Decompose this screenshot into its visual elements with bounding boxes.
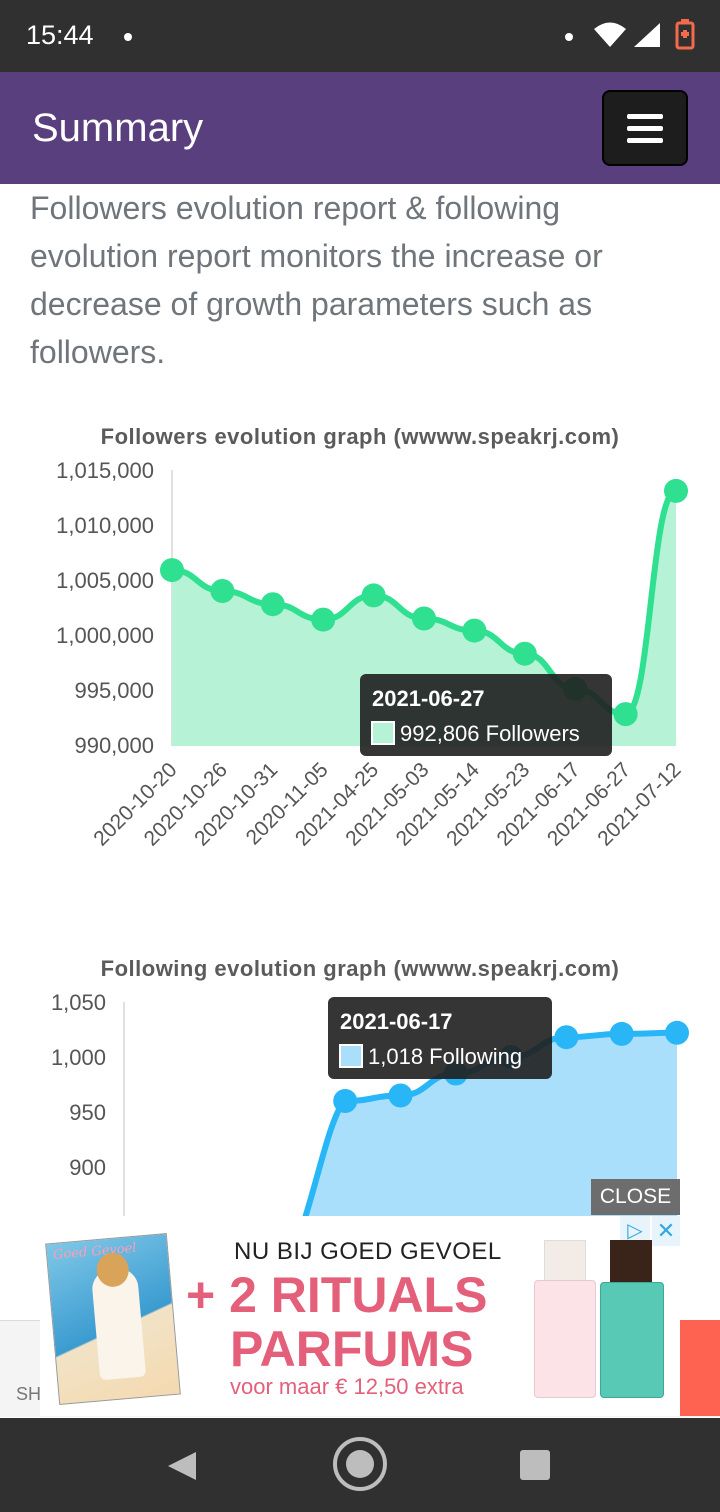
data-point: [260, 592, 285, 617]
notification-dot-icon: [124, 33, 132, 41]
following-chart-title: Following evolution graph (wwww.speakrj.…: [100, 956, 620, 981]
battery-icon: [675, 19, 695, 50]
data-point: [554, 1025, 579, 1050]
followers-chart[interactable]: 990,000 995,000 1,000,000 1,005,000 1,010,00…: [0, 455, 720, 885]
perfume-bottle-teal: [600, 1240, 664, 1400]
y-tick-label: 1,000: [51, 1045, 106, 1070]
tooltip-date: 2021-06-17: [340, 1009, 453, 1034]
series-area: [305, 1032, 677, 1218]
tooltip-date: 2021-06-27: [372, 686, 485, 711]
y-tick-label: 1,015,000: [56, 458, 154, 483]
hamburger-icon: [627, 114, 663, 119]
y-tick-label: 1,010,000: [56, 513, 154, 538]
data-point: [665, 1020, 689, 1045]
ad-footer-text: SH: [16, 1384, 42, 1404]
data-point: [512, 641, 537, 666]
intro-paragraph: Followers evolution report & following e…: [30, 190, 603, 370]
tooltip-value: 992,806 Followers: [400, 721, 580, 746]
data-point: [361, 583, 386, 608]
data-point: [388, 1083, 413, 1108]
ad-offer-line: + 2 RITUALS: [186, 1267, 488, 1323]
y-tick-label: 950: [69, 1100, 106, 1125]
hamburger-line: [627, 138, 663, 143]
data-point: [210, 579, 235, 603]
tooltip-swatch: [339, 1044, 363, 1068]
data-point: [609, 1021, 634, 1046]
ad-close-x-icon[interactable]: ✕: [652, 1216, 680, 1246]
ad-accent-block: [680, 1320, 720, 1416]
tooltip-value: 1,018 Following: [368, 1044, 522, 1069]
ad-product-line: PARFUMS: [230, 1321, 474, 1377]
app-bar: Summary: [0, 72, 720, 184]
following-chart[interactable]: 900 950 1,000 1,050 2021-06-17 1,018 Followin…: [0, 985, 720, 1218]
y-tick-label: 1,050: [51, 990, 106, 1015]
data-point: [333, 1089, 358, 1113]
y-tick-label: 990,000: [74, 733, 154, 758]
ad-banner[interactable]: Goed Gevoel ▷ ✕ NU BIJ GOED GEVOEL + 2 R…: [40, 1216, 680, 1416]
data-point: [462, 618, 487, 643]
y-tick-label: 900: [69, 1155, 106, 1180]
recents-icon[interactable]: [519, 1449, 551, 1481]
status-time: 15:44: [26, 20, 94, 50]
ad-close-button[interactable]: CLOSE: [591, 1179, 680, 1215]
data-point: [664, 478, 688, 503]
y-tick-label: 995,000: [74, 678, 154, 703]
notification-dot-icon: [565, 33, 573, 41]
signal-icon: [634, 23, 660, 47]
tooltip-box: [360, 674, 612, 756]
y-tick-label: 1,000,000: [56, 623, 154, 648]
back-icon[interactable]: [166, 1450, 198, 1482]
menu-button[interactable]: [602, 90, 688, 166]
data-point: [613, 702, 638, 727]
home-icon[interactable]: [332, 1436, 388, 1492]
tooltip-swatch: [371, 721, 395, 745]
followers-chart-title: Followers evolution graph (wwww.speakrj.…: [100, 424, 620, 449]
y-tick-label: 1,005,000: [56, 568, 154, 593]
wifi-icon: [594, 22, 626, 47]
hamburger-line: [627, 126, 663, 131]
data-point: [160, 558, 184, 583]
page-title: Summary: [32, 106, 204, 150]
data-point: [412, 606, 436, 631]
tooltip-box: [328, 997, 552, 1079]
ad-headline: NU BIJ GOED GEVOEL: [234, 1238, 502, 1265]
data-point: [311, 607, 336, 632]
ad-price-line: voor maar € 12,50 extra: [230, 1374, 464, 1399]
navigation-bar: [0, 1418, 720, 1512]
magazine-image: Goed Gevoel: [45, 1232, 181, 1406]
status-bar: 15:44: [0, 0, 720, 72]
perfume-bottle-pink: [534, 1240, 596, 1400]
